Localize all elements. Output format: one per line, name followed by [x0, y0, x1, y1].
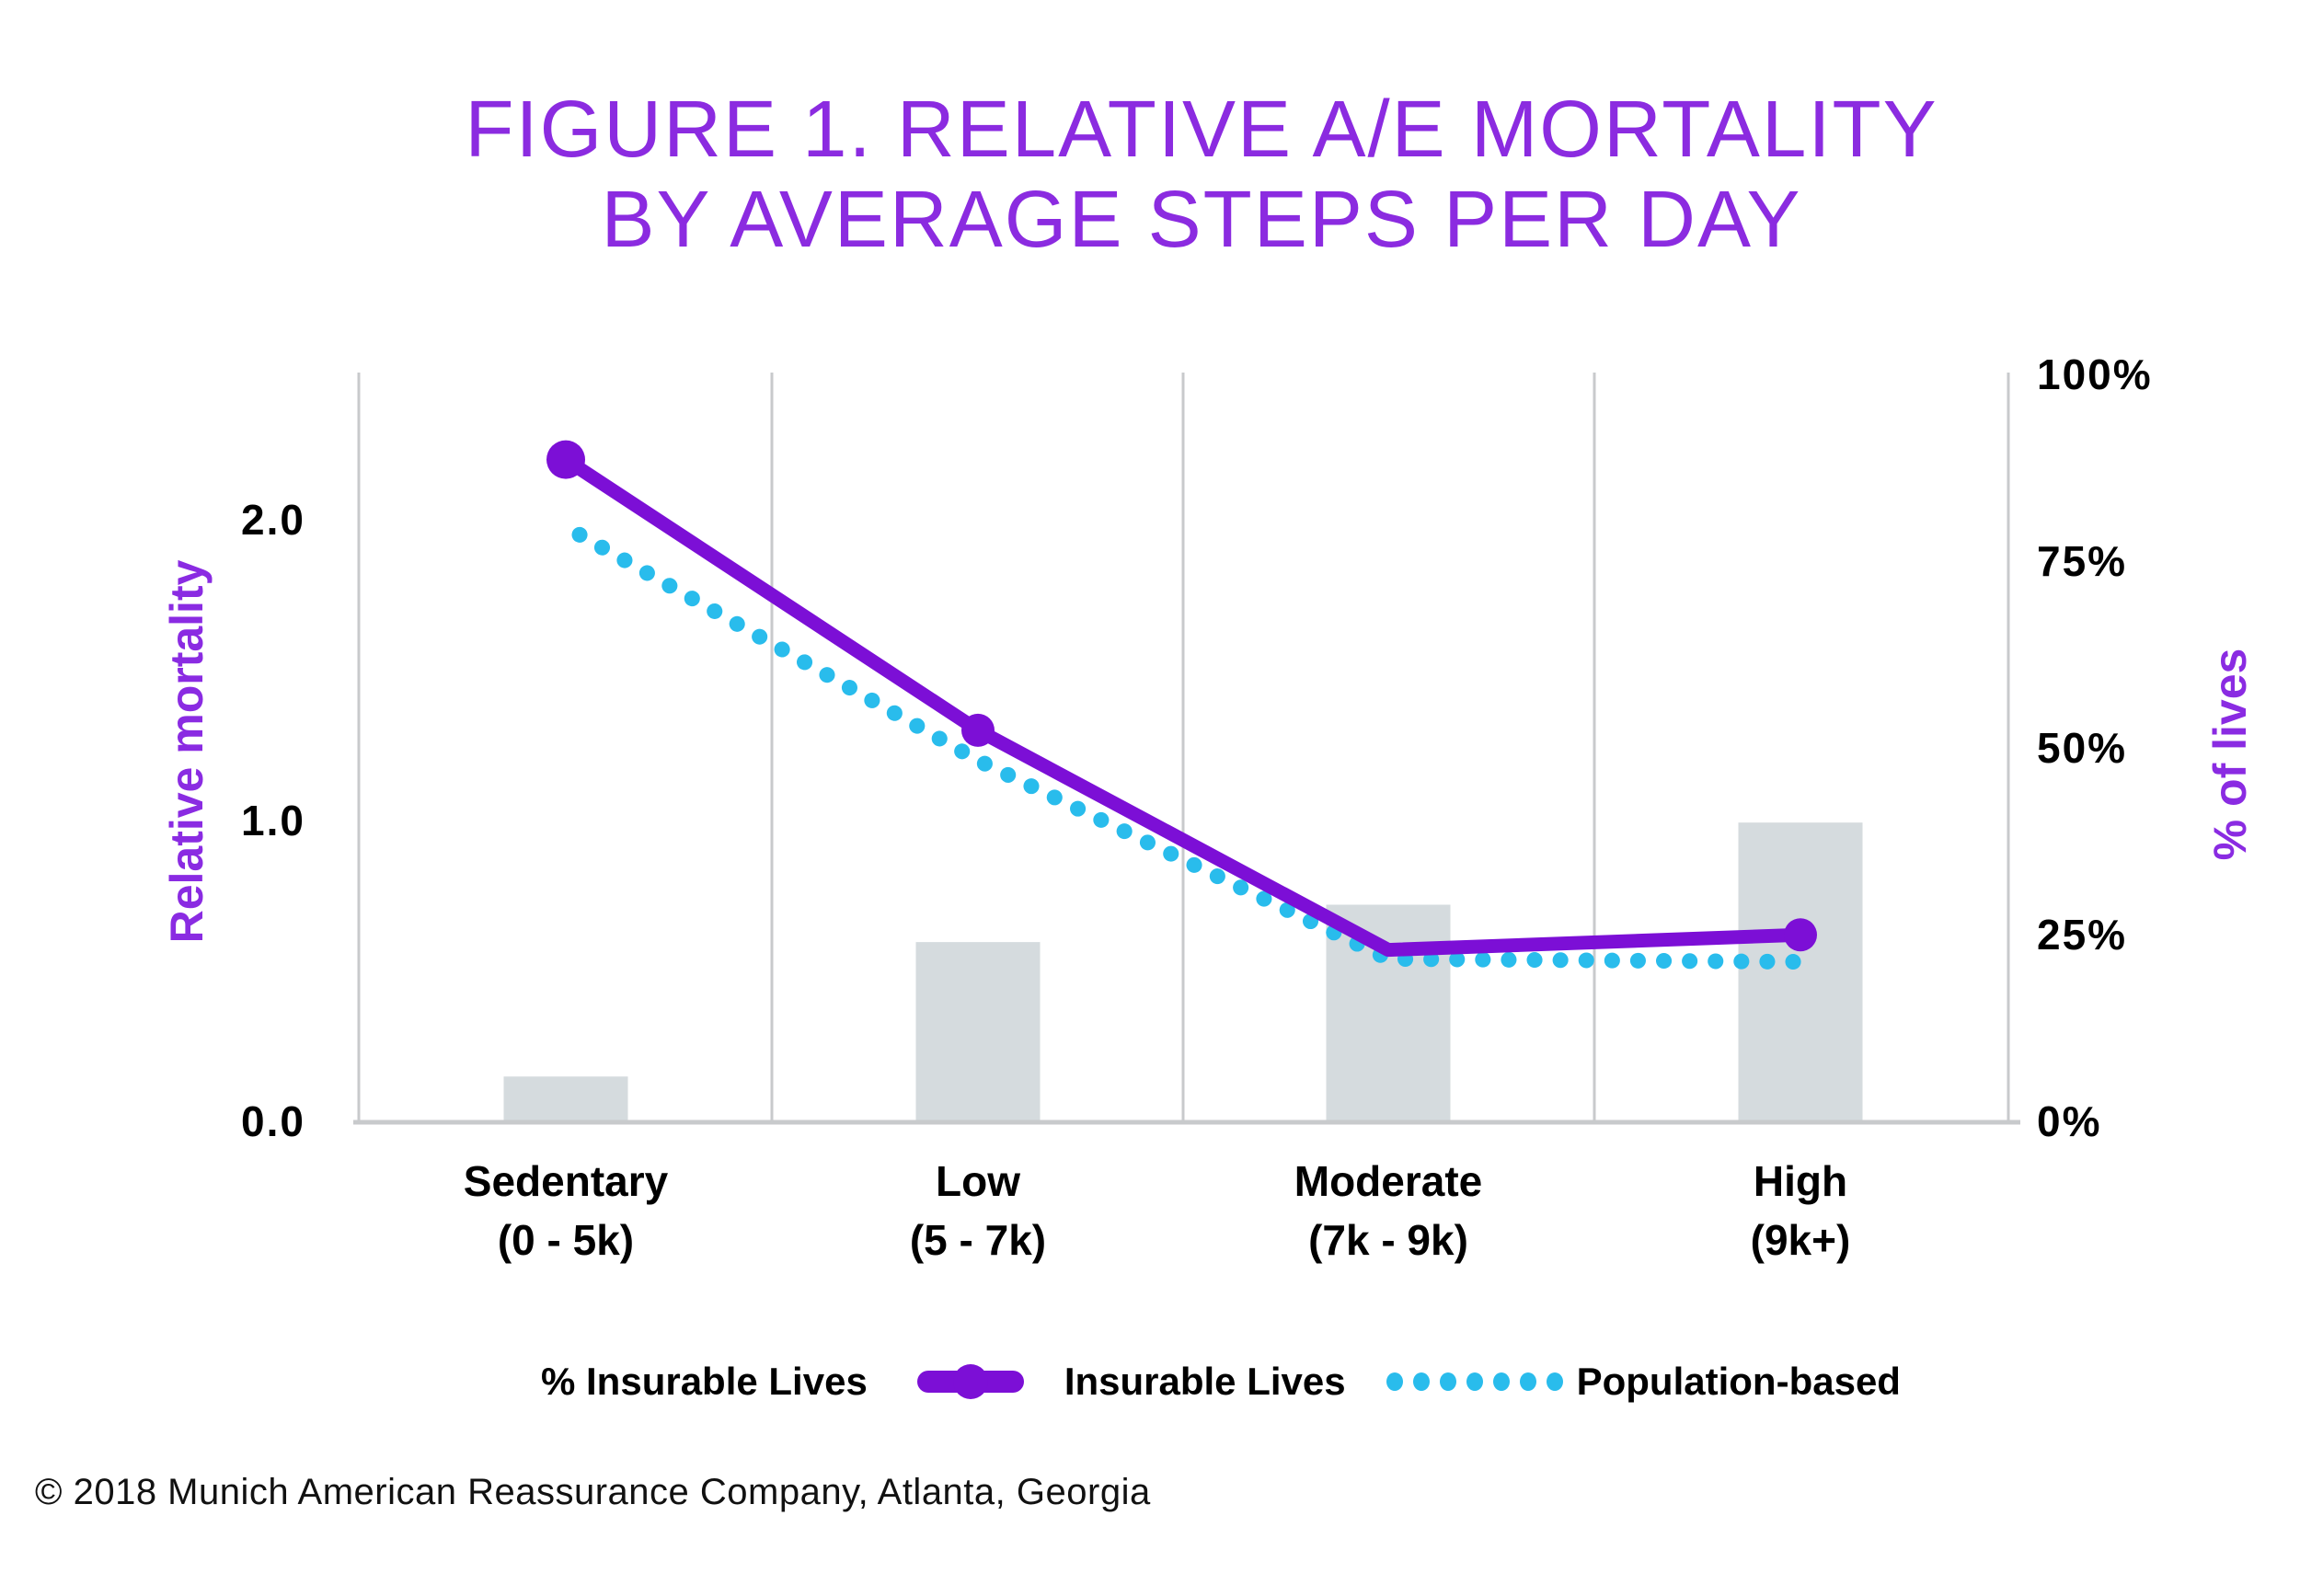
- category-range: (0 - 5k): [497, 1216, 635, 1264]
- category-range: (5 - 7k): [909, 1216, 1047, 1264]
- figure-title-line1: FIGURE 1. RELATIVE A/E MORTALITY: [465, 85, 1938, 174]
- y-right-tick-100: 100%: [2037, 350, 2153, 398]
- y-left-tick-0.0: 0.0: [241, 1097, 305, 1145]
- category-name: Sedentary: [463, 1157, 669, 1205]
- y-right-tick-50: 50%: [2037, 724, 2128, 772]
- bar-low: [915, 942, 1041, 1121]
- insurable-lives-line-swatch-icon: [916, 1364, 1024, 1399]
- category-name: Moderate: [1294, 1157, 1483, 1205]
- y-right-tick-75: 75%: [2037, 537, 2128, 585]
- marker-sedentary: [546, 440, 585, 479]
- legend: % Insurable Lives Insurable Lives Popula…: [541, 1354, 1901, 1409]
- category-label-moderate: Moderate (7k - 9k): [1177, 1152, 1600, 1269]
- category-name: High: [1753, 1157, 1848, 1205]
- marker-high: [1784, 918, 1817, 952]
- bar-high: [1738, 822, 1863, 1121]
- bar-sedentary: [503, 1076, 628, 1121]
- legend-label-insurable-lives: Insurable Lives: [1064, 1360, 1346, 1403]
- y-right-tick-0: 0%: [2037, 1097, 2102, 1145]
- y-left-tick-2.0: 2.0: [241, 496, 305, 544]
- category-label-sedentary: Sedentary (0 - 5k): [354, 1152, 777, 1269]
- insurable-lives-line: [558, 453, 1808, 958]
- figure-title: FIGURE 1. RELATIVE A/E MORTALITY BY AVER…: [0, 85, 2300, 265]
- category-label-high: High (9k+): [1589, 1152, 2012, 1269]
- legend-label-population-based: Population-based: [1576, 1360, 1901, 1403]
- y-right-axis-title: % of lives: [2204, 648, 2256, 861]
- marker-low: [961, 713, 995, 747]
- category-range: (9k+): [1750, 1216, 1851, 1264]
- legend-label-pct-insurable-lives: % Insurable Lives: [541, 1360, 868, 1403]
- bar-moderate: [1326, 904, 1451, 1121]
- population-based-dotted-line: [571, 526, 1819, 970]
- category-range: (7k - 9k): [1308, 1216, 1468, 1264]
- y-right-tick-25: 25%: [2037, 911, 2128, 959]
- figure-title-line2: BY AVERAGE STEPS PER DAY: [601, 175, 1802, 264]
- y-left-axis-title: Relative mortality: [161, 559, 213, 944]
- category-name: Low: [936, 1157, 1020, 1205]
- footer-copyright: © 2018 Munich American Reassurance Compa…: [35, 1472, 1151, 1512]
- category-label-low: Low (5 - 7k): [766, 1152, 1190, 1269]
- population-based-dots-swatch-icon: [1386, 1372, 1563, 1391]
- y-left-tick-1.0: 1.0: [241, 797, 305, 844]
